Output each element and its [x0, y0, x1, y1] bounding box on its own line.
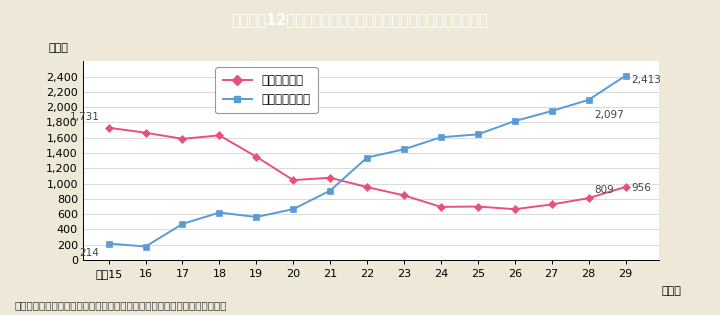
Text: 809: 809: [594, 185, 614, 195]
Text: 214: 214: [79, 248, 99, 258]
Text: （備考）警察庁「少年非行，児童虐待及び子供の性被害の状況」より作成。: （備考）警察庁「少年非行，児童虐待及び子供の性被害の状況」より作成。: [14, 300, 227, 310]
Text: 956: 956: [631, 183, 651, 193]
Text: （件）: （件）: [48, 43, 68, 54]
Legend: 児童買春事件, 児童ポルノ事件: 児童買春事件, 児童ポルノ事件: [215, 67, 318, 113]
Text: 1,731: 1,731: [70, 112, 99, 122]
Text: 2,097: 2,097: [594, 110, 624, 120]
Text: （年）: （年）: [662, 286, 682, 296]
Text: 2,413: 2,413: [631, 75, 661, 85]
Text: Ｉ－７－12図　児童買春及び児童ポルノ事件の検挙件数の推移: Ｉ－７－12図 児童買春及び児童ポルノ事件の検挙件数の推移: [232, 12, 488, 27]
